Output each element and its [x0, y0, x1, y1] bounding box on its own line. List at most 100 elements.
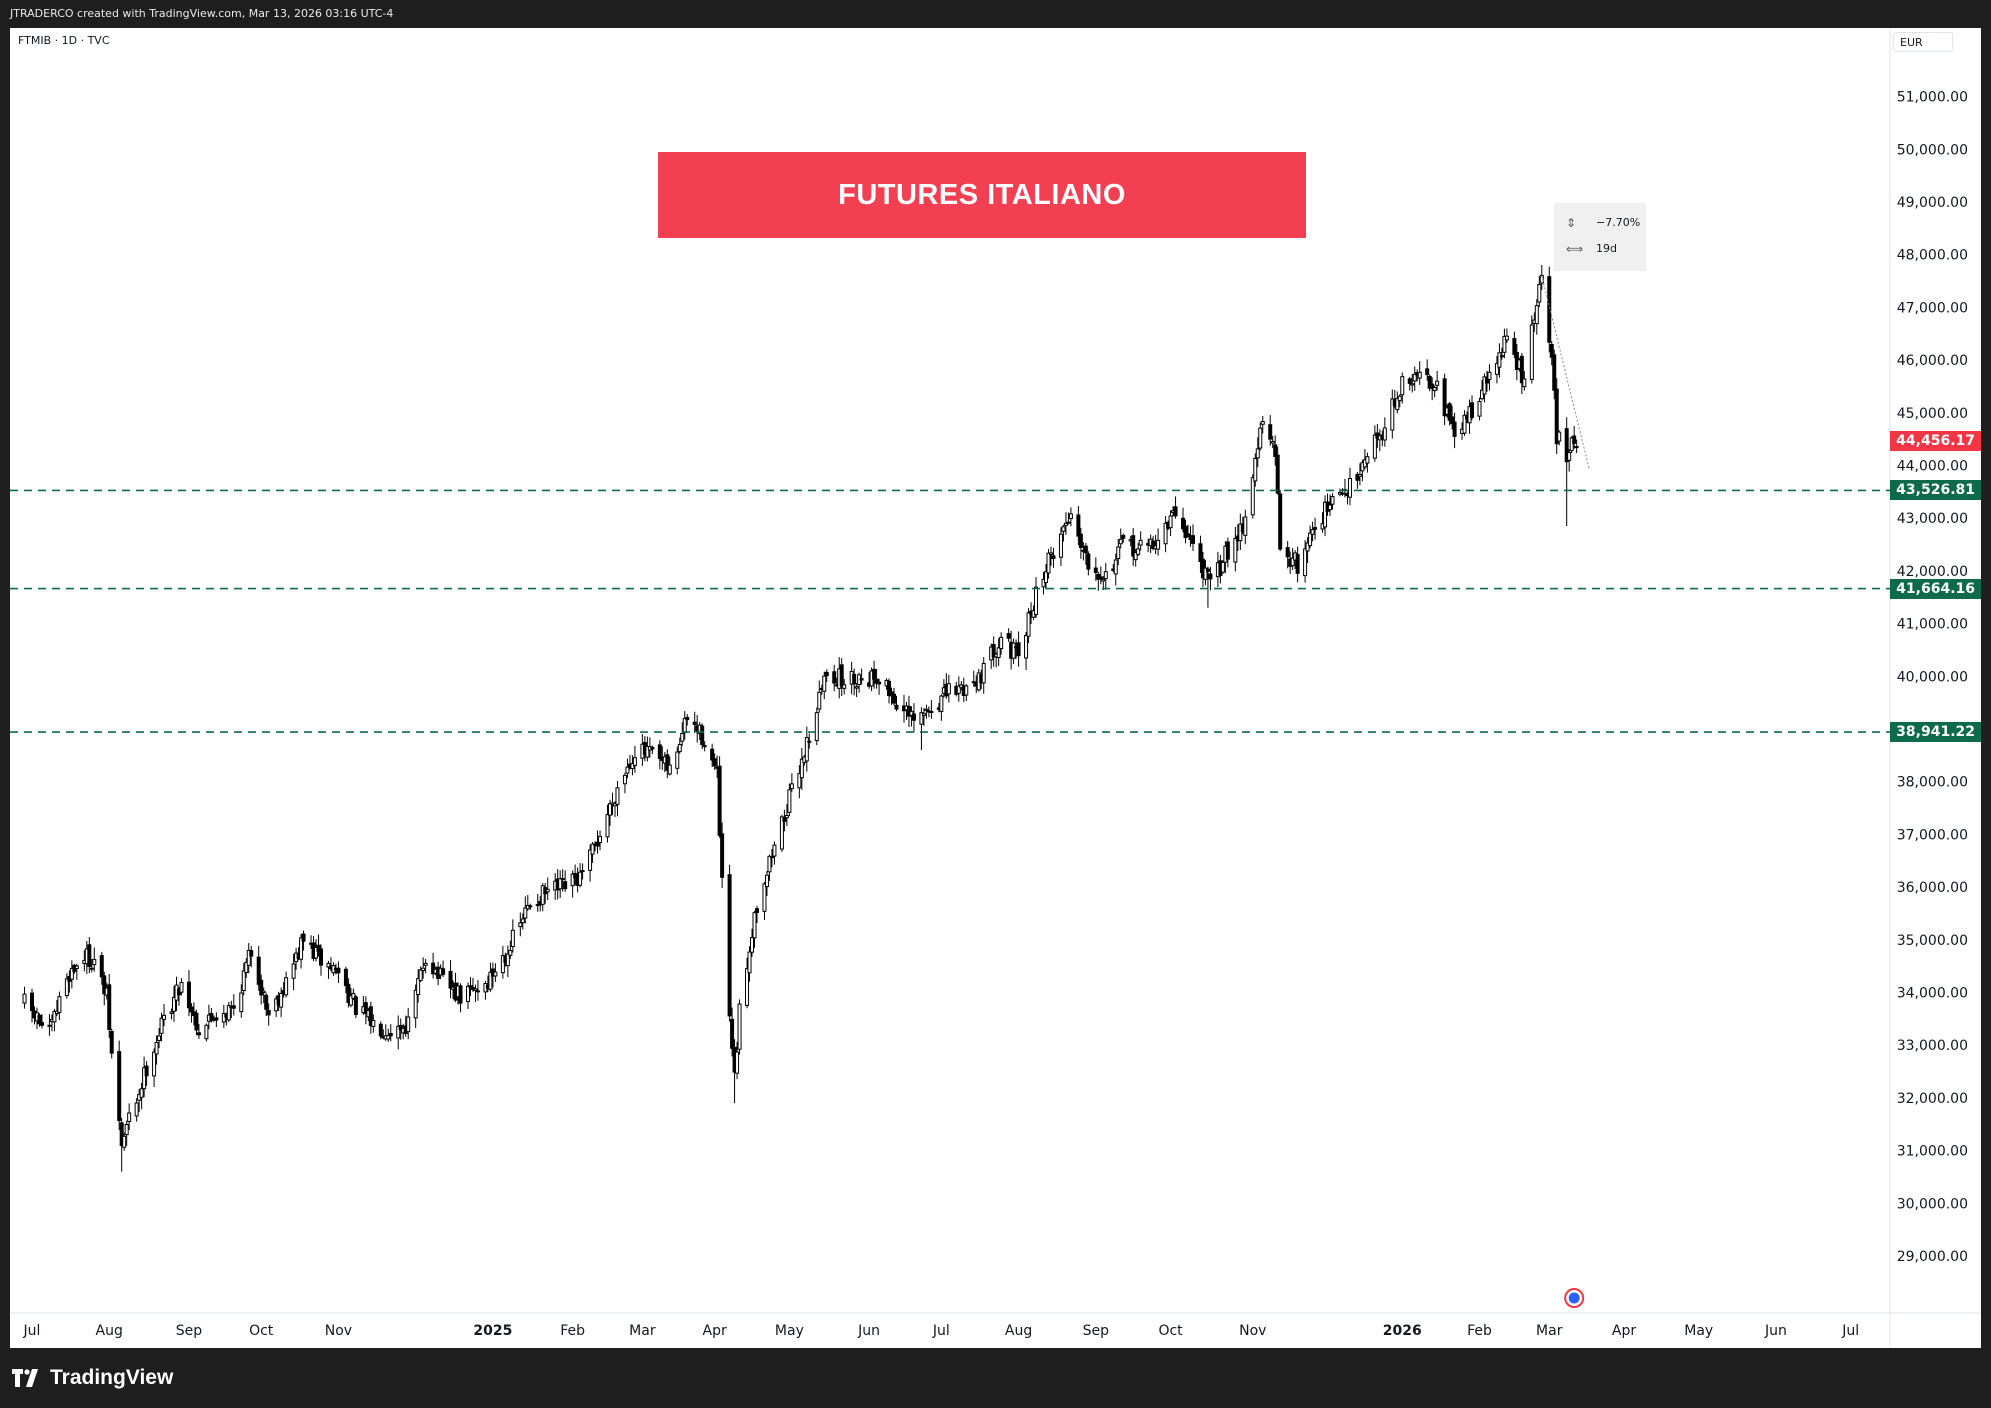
- candle-body: [22, 993, 27, 1004]
- candle-body: [398, 1025, 403, 1031]
- candle-body: [605, 814, 610, 838]
- candle-body: [39, 1022, 44, 1026]
- candle-body: [677, 744, 682, 753]
- candle-body: [1278, 493, 1283, 550]
- candle-body: [1016, 642, 1021, 657]
- candle-body: [368, 1006, 373, 1027]
- candle-body: [779, 816, 784, 850]
- candle-body: [468, 985, 473, 989]
- time-tick-label: Mar: [629, 1323, 656, 1339]
- candle-body: [351, 992, 356, 999]
- candle-body: [1131, 535, 1136, 557]
- candle-body: [1310, 529, 1315, 535]
- candle-body: [1233, 537, 1238, 563]
- candle-body: [956, 685, 961, 694]
- candle-body: [1078, 533, 1083, 548]
- candle-body: [122, 1135, 127, 1148]
- candle-body: [1487, 371, 1492, 380]
- candle-body: [1255, 448, 1260, 459]
- candle-body: [189, 1006, 194, 1013]
- candle-body: [124, 1124, 129, 1136]
- candle-body: [1006, 633, 1011, 639]
- candle-body: [563, 881, 568, 890]
- candle-body: [1043, 571, 1048, 584]
- candle-body: [650, 746, 655, 750]
- candle-body: [119, 1122, 124, 1147]
- candle-body: [169, 1011, 174, 1014]
- candle-body: [1504, 335, 1509, 341]
- price-chart[interactable]: 29,000.00 30,000.00 31,000.00 32,000.00 33,0…: [10, 28, 1981, 1348]
- candle-body: [682, 718, 687, 734]
- candle-body: [1076, 514, 1081, 537]
- level-label[interactable]: 38,941.22: [1890, 722, 1981, 743]
- candle-body: [1138, 539, 1143, 546]
- candle-body: [226, 1005, 231, 1021]
- candle-body: [747, 951, 752, 974]
- candle-body: [1308, 532, 1313, 546]
- candle-body: [665, 754, 670, 771]
- candle-body: [1086, 553, 1091, 570]
- candle-body: [69, 967, 74, 980]
- candle-body: [259, 979, 264, 996]
- candle-body: [144, 1065, 149, 1077]
- chart-frame[interactable]: 29,000.00 30,000.00 31,000.00 32,000.00 33,0…: [10, 28, 1981, 1348]
- candle-body: [284, 977, 289, 996]
- candle-body: [1537, 283, 1542, 303]
- event-marker-core: [1568, 1292, 1580, 1304]
- candle-body: [1529, 324, 1534, 380]
- candle-body: [1253, 457, 1258, 482]
- candle-body: [363, 1002, 368, 1014]
- last-price-label[interactable]: 44,456.17: [1890, 431, 1981, 452]
- candle-body: [162, 1014, 167, 1020]
- candle-body: [343, 968, 348, 987]
- candle-body: [117, 1051, 122, 1121]
- candle-body: [291, 963, 296, 979]
- candle-body: [1512, 338, 1517, 355]
- candle-body: [1554, 388, 1559, 445]
- candle-body: [448, 970, 453, 989]
- candle-body: [730, 1018, 735, 1049]
- candle-body: [1270, 441, 1275, 444]
- candle-body: [1499, 355, 1504, 358]
- candle-body: [981, 662, 986, 684]
- candle-body: [712, 758, 717, 767]
- symbol-label[interactable]: FTMIB · 1D · TVC: [18, 34, 110, 47]
- candle-body: [1181, 517, 1186, 530]
- candle-body: [702, 745, 707, 748]
- level-label[interactable]: 41,664.16: [1890, 578, 1981, 599]
- candle-body: [1168, 515, 1173, 529]
- level-label[interactable]: 43,526.81: [1890, 480, 1981, 501]
- measure-duration-row: ⟺ 19d: [1554, 239, 1646, 259]
- candle-body: [877, 681, 882, 685]
- candle-body: [1407, 378, 1412, 384]
- candle-body: [787, 789, 792, 813]
- currency-selector[interactable]: EUR: [1893, 32, 1953, 52]
- candle-body: [221, 1013, 226, 1023]
- candle-body: [1303, 548, 1308, 577]
- candle-body: [1068, 513, 1073, 520]
- candle-body: [1063, 522, 1068, 526]
- candle-body: [1372, 434, 1377, 459]
- candle-body: [625, 766, 630, 774]
- candle-body: [194, 1012, 199, 1031]
- candle-body: [37, 1014, 42, 1025]
- candle-body: [314, 946, 319, 959]
- candle-body: [752, 912, 757, 939]
- candle-body: [1484, 376, 1489, 384]
- candle-body: [418, 969, 423, 981]
- candle-body: [1502, 335, 1507, 353]
- candle-body: [87, 944, 92, 968]
- candle-body: [1569, 437, 1574, 452]
- candle-body: [346, 983, 351, 1003]
- candle-body: [301, 933, 306, 942]
- candle-body: [991, 643, 996, 658]
- candle-body: [1238, 523, 1243, 542]
- candle-body: [667, 764, 672, 775]
- candle-body: [1198, 543, 1203, 563]
- candle-body: [807, 740, 812, 743]
- candle-body: [256, 956, 261, 985]
- price-tick-label: 34,000.00: [1897, 986, 1968, 1002]
- candle-body: [1447, 403, 1452, 421]
- candle-body: [1347, 478, 1352, 498]
- candle-body: [769, 856, 774, 859]
